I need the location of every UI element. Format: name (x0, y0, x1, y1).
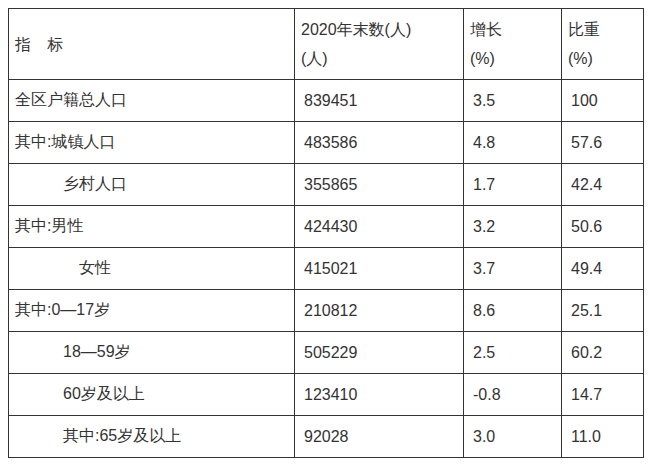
cell-indicator: 女性 (9, 248, 295, 290)
col-header-share-line2: (%) (568, 44, 639, 73)
cell-share: 57.6 (562, 122, 644, 164)
cell-share: 14.7 (562, 374, 644, 416)
cell-indicator: 60岁及以上 (9, 374, 295, 416)
col-header-growth-line2: (%) (470, 44, 557, 73)
table-row-rural-population: 乡村人口 355865 1.7 42.4 (9, 164, 644, 206)
cell-yearend-count: 123410 (295, 374, 464, 416)
col-header-growth-line1: 增长 (470, 15, 557, 44)
cell-indicator: 18—59岁 (9, 332, 295, 374)
cell-growth: 3.0 (464, 416, 562, 458)
col-header-indicator: 指 标 (9, 9, 295, 80)
cell-indicator: 其中:城镇人口 (9, 122, 295, 164)
cell-growth: 3.2 (464, 206, 562, 248)
col-header-share: 比重 (%) (562, 9, 644, 80)
cell-yearend-count: 415021 (295, 248, 464, 290)
cell-indicator: 其中:0—17岁 (9, 290, 295, 332)
cell-yearend-count: 355865 (295, 164, 464, 206)
cell-indicator: 其中:男性 (9, 206, 295, 248)
cell-indicator: 全区户籍总人口 (9, 80, 295, 122)
cell-growth: -0.8 (464, 374, 562, 416)
cell-growth: 1.7 (464, 164, 562, 206)
col-header-yearend-count: 2020年末数(人) (人) (295, 9, 464, 80)
cell-yearend-count: 424430 (295, 206, 464, 248)
cell-growth: 8.6 (464, 290, 562, 332)
cell-growth: 3.7 (464, 248, 562, 290)
table-row-age-65-plus: 其中:65岁及以上 92028 3.0 11.0 (9, 416, 644, 458)
cell-yearend-count: 210812 (295, 290, 464, 332)
table-row-age-60-plus: 60岁及以上 123410 -0.8 14.7 (9, 374, 644, 416)
cell-yearend-count: 483586 (295, 122, 464, 164)
cell-share: 25.1 (562, 290, 644, 332)
col-header-share-line1: 比重 (568, 15, 639, 44)
cell-yearend-count: 92028 (295, 416, 464, 458)
col-header-indicator-label: 指 标 (15, 30, 290, 59)
table-row-age-0-17: 其中:0—17岁 210812 8.6 25.1 (9, 290, 644, 332)
cell-share: 60.2 (562, 332, 644, 374)
table-row-urban-population: 其中:城镇人口 483586 4.8 57.6 (9, 122, 644, 164)
col-header-growth: 增长 (%) (464, 9, 562, 80)
cell-growth: 3.5 (464, 80, 562, 122)
header-row: 指 标 2020年末数(人) (人) 增长 (%) 比重 (%) (9, 9, 644, 80)
cell-share: 11.0 (562, 416, 644, 458)
cell-growth: 4.8 (464, 122, 562, 164)
table-row-female: 女性 415021 3.7 49.4 (9, 248, 644, 290)
cell-share: 49.4 (562, 248, 644, 290)
cell-growth: 2.5 (464, 332, 562, 374)
table-row-male: 其中:男性 424430 3.2 50.6 (9, 206, 644, 248)
population-stat-table: 指 标 2020年末数(人) (人) 增长 (%) 比重 (%) 全区户籍总人口… (8, 8, 644, 458)
cell-yearend-count: 505229 (295, 332, 464, 374)
cell-share: 42.4 (562, 164, 644, 206)
cell-yearend-count: 839451 (295, 80, 464, 122)
col-header-yearend-line1: 2020年末数(人) (301, 15, 459, 44)
col-header-yearend-line2: (人) (301, 44, 459, 73)
cell-indicator: 其中:65岁及以上 (9, 416, 295, 458)
cell-share: 100 (562, 80, 644, 122)
table-row-total-population: 全区户籍总人口 839451 3.5 100 (9, 80, 644, 122)
cell-share: 50.6 (562, 206, 644, 248)
cell-indicator: 乡村人口 (9, 164, 295, 206)
table-row-age-18-59: 18—59岁 505229 2.5 60.2 (9, 332, 644, 374)
